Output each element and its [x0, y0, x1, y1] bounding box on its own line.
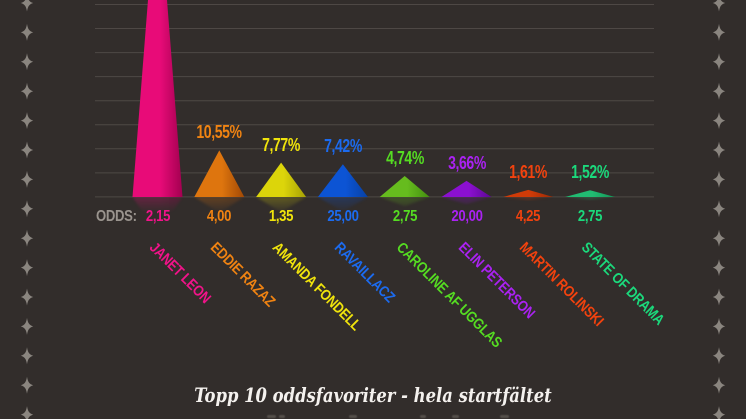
percent-label: 10,55% — [196, 122, 243, 143]
odds-value: 4,25 — [516, 208, 541, 225]
sparkle-icon — [20, 288, 34, 306]
sparkle-icon — [712, 170, 726, 188]
triangle-reflection — [256, 197, 307, 213]
sparkle-icon — [20, 200, 34, 218]
sparkle-icon — [20, 141, 34, 159]
odds-value: 2,75 — [392, 208, 418, 225]
triangle — [132, 0, 183, 197]
triangle — [441, 180, 492, 197]
odds-value: 20,00 — [450, 208, 483, 225]
sparkle-icon — [712, 23, 726, 41]
cropped-text-remnant — [349, 415, 357, 418]
odds-value: 1,35 — [268, 208, 294, 225]
sparkle-icon — [20, 0, 34, 12]
odds-value: 2,75 — [577, 208, 603, 225]
cropped-text-remnant — [279, 415, 285, 418]
triangle — [317, 164, 368, 197]
triangle — [194, 150, 245, 197]
cropped-text-remnant — [500, 415, 509, 418]
sparkle-icon — [20, 229, 34, 247]
triangle-reflection — [194, 197, 245, 213]
sparkle-icon — [712, 288, 726, 306]
triangle — [256, 162, 307, 197]
percent-label: 4,74% — [385, 148, 424, 169]
sparkle-icon — [712, 317, 726, 335]
percent-label: 1,61% — [509, 161, 548, 182]
sparkle-icon — [20, 53, 34, 71]
triangle-reflection — [503, 197, 554, 201]
sparkle-icon — [20, 23, 34, 41]
percent-label: 7,77% — [262, 134, 301, 155]
cropped-text-remnant — [420, 415, 426, 418]
cropped-text-remnant — [452, 415, 459, 418]
sparkle-icon — [20, 82, 34, 100]
triangle — [503, 189, 554, 197]
triangle-reflection — [441, 197, 492, 205]
percent-label: 1,52% — [571, 162, 610, 183]
sparkle-icon — [20, 170, 34, 188]
sparkle-icon — [712, 259, 726, 277]
sparkle-icon — [712, 406, 726, 419]
triangle — [379, 176, 430, 197]
sparkle-icon — [712, 53, 726, 71]
percent-label: 7,42% — [323, 136, 362, 157]
triangle-reflection — [132, 197, 183, 220]
sparkle-icon — [712, 347, 726, 365]
sparkle-icon — [712, 82, 726, 100]
sparkle-icon — [712, 141, 726, 159]
odds-value: 2,15 — [145, 208, 170, 225]
cropped-text-remnant — [267, 415, 276, 418]
sparkle-icon — [712, 200, 726, 218]
percent-label: 3,66% — [447, 152, 486, 173]
sparkle-icon — [20, 376, 34, 394]
sparkle-icon — [20, 347, 34, 365]
odds-value: 4,00 — [207, 208, 232, 225]
sparkle-icon — [20, 259, 34, 277]
sparkle-icon — [20, 112, 34, 130]
triangle-reflection — [379, 197, 430, 207]
chart-title: Topp 10 oddsfavoriter - hela startfältet — [194, 383, 552, 407]
sparkle-icon — [712, 229, 726, 247]
odds-row-label: ODDS: — [96, 208, 137, 225]
sparkle-icon — [712, 0, 726, 12]
sparkle-icon — [20, 317, 34, 335]
triangle-reflection — [565, 197, 616, 201]
sparkle-icon — [712, 376, 726, 394]
triangle-reflection — [317, 197, 368, 212]
sparkle-icon — [20, 406, 34, 419]
sparkle-icon — [712, 112, 726, 130]
odds-value: 25,00 — [327, 208, 359, 225]
triangle — [565, 190, 616, 197]
